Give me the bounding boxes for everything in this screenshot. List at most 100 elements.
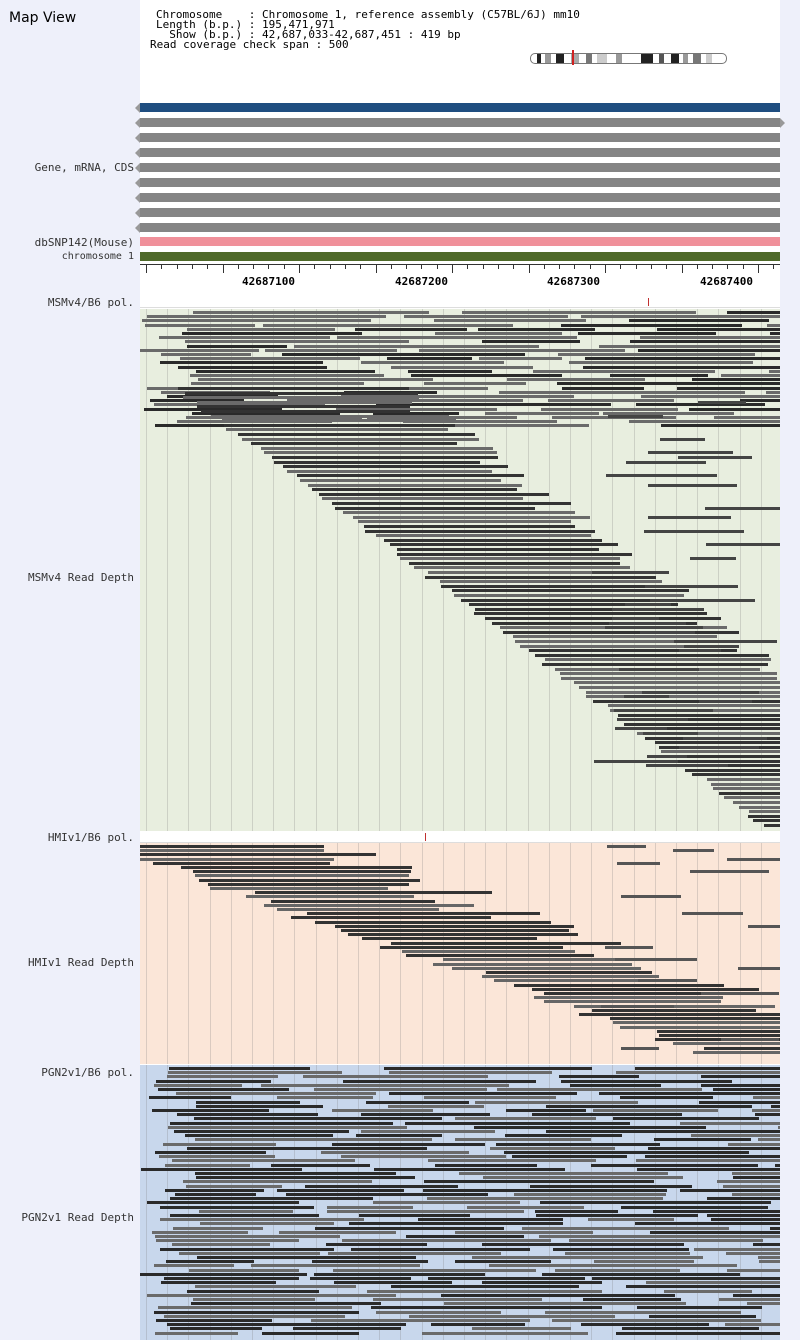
sequence-read[interactable] [753,1096,780,1099]
sequence-read[interactable] [199,879,420,882]
sequence-read[interactable] [315,921,551,924]
sequence-read[interactable] [766,391,780,394]
sequence-read[interactable] [653,1210,780,1213]
sequence-read[interactable] [725,1323,780,1326]
sequence-read[interactable] [327,1210,524,1213]
sequence-read[interactable] [607,845,646,848]
sequence-read[interactable] [681,764,780,767]
sequence-read[interactable] [558,353,755,356]
sequence-read[interactable] [365,530,595,533]
sequence-read[interactable] [574,681,780,684]
sequence-read[interactable] [562,387,644,390]
polymorphism-marker[interactable] [425,833,426,841]
sequence-read[interactable] [390,543,618,546]
sequence-read[interactable] [494,979,669,982]
sequence-read[interactable] [714,416,780,419]
sequence-read[interactable] [384,539,602,542]
sequence-read[interactable] [612,617,659,620]
sequence-read[interactable] [560,672,777,675]
hmi-read-depth-panel[interactable] [140,843,780,1064]
sequence-read[interactable] [771,1105,780,1108]
sequence-read[interactable] [747,1302,780,1305]
sequence-read[interactable] [154,1311,359,1314]
sequence-read[interactable] [534,996,723,999]
sequence-read[interactable] [287,399,523,402]
sequence-read[interactable] [170,1197,373,1200]
sequence-read[interactable] [189,1269,299,1272]
sequence-read[interactable] [158,1088,289,1091]
sequence-read[interactable] [692,378,780,381]
sequence-read[interactable] [594,760,678,763]
sequence-read[interactable] [293,1327,401,1330]
sequence-read[interactable] [305,1185,458,1188]
sequence-read[interactable] [530,1185,692,1188]
sequence-read[interactable] [643,732,698,735]
sequence-read[interactable] [140,858,334,861]
sequence-read[interactable] [187,345,287,348]
sequence-read[interactable] [176,1092,376,1095]
sequence-read[interactable] [707,778,780,781]
sequence-read[interactable] [297,474,524,477]
sequence-read[interactable] [193,1298,315,1301]
sequence-read[interactable] [706,543,780,546]
sequence-read[interactable] [408,370,492,373]
sequence-read[interactable] [152,1109,269,1112]
sequence-read[interactable] [478,328,595,331]
sequence-read[interactable] [391,1285,579,1288]
sequence-read[interactable] [226,428,448,431]
sequence-read[interactable] [380,946,563,949]
sequence-read[interactable] [732,1193,780,1196]
sequence-read[interactable] [646,1281,780,1284]
sequence-read[interactable] [727,858,780,861]
sequence-read[interactable] [140,1273,307,1276]
sequence-read[interactable] [713,1088,780,1091]
sequence-read[interactable] [561,324,742,327]
sequence-read[interactable] [605,946,653,949]
sequence-read[interactable] [620,718,780,721]
sequence-read[interactable] [641,395,780,398]
sequence-read[interactable] [154,1084,242,1087]
sequence-read[interactable] [739,806,780,809]
sequence-read[interactable] [770,1227,780,1230]
sequence-read[interactable] [185,392,418,395]
sequence-read[interactable] [770,332,780,335]
sequence-read[interactable] [569,361,753,364]
sequence-read[interactable] [671,755,780,758]
sequence-read[interactable] [613,1117,759,1120]
sequence-read[interactable] [642,691,759,694]
sequence-read[interactable] [371,1306,602,1309]
sequence-read[interactable] [156,1080,271,1083]
sequence-read[interactable] [261,1084,509,1087]
sequence-read[interactable] [657,1030,780,1033]
sequence-read[interactable] [474,1126,706,1129]
sequence-read[interactable] [418,1218,563,1221]
sequence-read[interactable] [277,1189,404,1192]
sequence-read[interactable] [503,631,739,634]
sequence-read[interactable] [635,1222,780,1225]
sequence-read[interactable] [647,755,687,758]
sequence-read[interactable] [397,553,632,556]
sequence-read[interactable] [262,1332,359,1335]
sequence-read[interactable] [717,1180,780,1183]
sequence-read[interactable] [581,315,780,318]
sequence-read[interactable] [644,530,744,533]
sequence-read[interactable] [154,1264,234,1267]
sequence-read[interactable] [557,382,780,385]
sequence-read[interactable] [655,741,780,744]
sequence-read[interactable] [192,412,340,415]
sequence-read[interactable] [277,1096,373,1099]
sequence-read[interactable] [332,502,571,505]
chromosome-track[interactable] [140,252,780,261]
sequence-read[interactable] [738,967,780,970]
sequence-read[interactable] [726,1252,780,1255]
sequence-read[interactable] [529,649,737,652]
sequence-read[interactable] [621,895,681,898]
sequence-read[interactable] [561,1080,732,1083]
sequence-read[interactable] [181,866,412,869]
sequence-read[interactable] [637,732,780,735]
sequence-read[interactable] [177,1113,318,1116]
sequence-read[interactable] [161,353,251,356]
sequence-read[interactable] [434,319,586,322]
sequence-read[interactable] [367,1290,602,1293]
sequence-read[interactable] [452,967,641,970]
